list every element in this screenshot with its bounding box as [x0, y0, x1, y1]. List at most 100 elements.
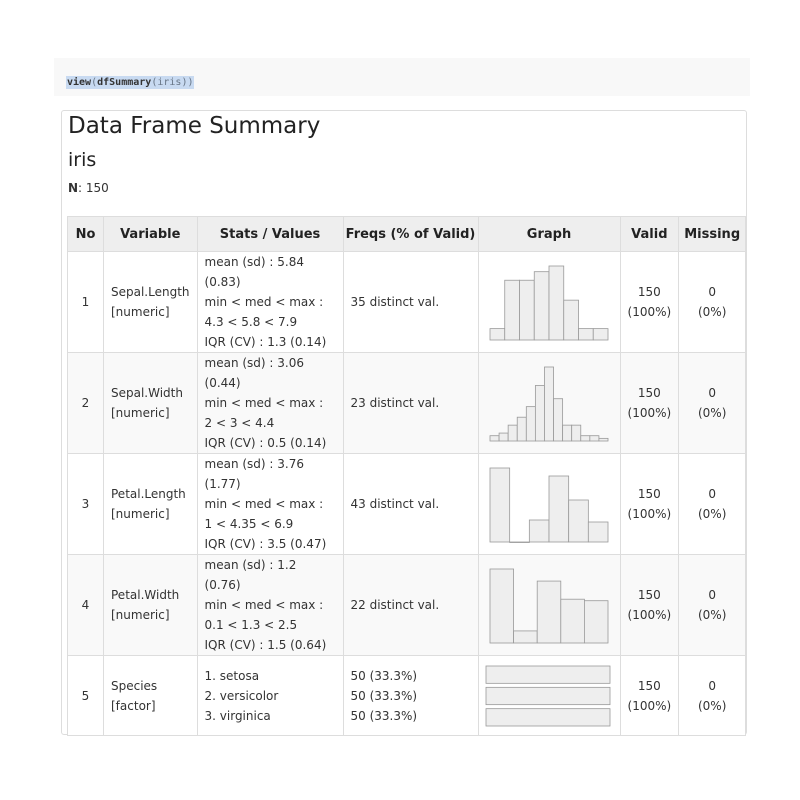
missing-count: 0 — [708, 386, 716, 400]
freq-line: 23 distinct val. — [350, 396, 440, 410]
missing-cell: 0 (0%) — [678, 251, 747, 353]
row-number: 3 — [67, 453, 104, 555]
variable-type: [factor] — [111, 698, 156, 713]
valid-percent: (100%) — [627, 608, 672, 622]
valid-count: 150 — [637, 386, 661, 400]
row-number: 4 — [67, 554, 104, 656]
stat-line: IQR (CV) : 3.5 (0.47) — [204, 537, 327, 551]
table-row: 1 Sepal.Length [numeric] mean (sd) : 5.8… — [67, 251, 747, 353]
variable-cell: Sepal.Width [numeric] — [103, 352, 198, 454]
category-bar — [485, 686, 611, 705]
stat-line: min < med < max : — [204, 497, 324, 511]
n-label: N — [68, 181, 79, 195]
missing-cell: 0 (0%) — [678, 655, 747, 736]
freqs-cell: 43 distinct val. — [342, 453, 479, 555]
valid-cell: 150 (100%) — [619, 352, 680, 454]
histogram-chart — [489, 467, 609, 543]
missing-percent: (0%) — [697, 507, 727, 521]
table-row: 4 Petal.Width [numeric] mean (sd) : 1.2 … — [67, 554, 747, 656]
header-freqs: Freqs (% of Valid) — [342, 216, 479, 252]
histogram-bar — [525, 406, 536, 442]
code-paren: )) — [181, 77, 194, 88]
histogram-bar — [580, 435, 591, 442]
histogram-bar — [534, 385, 545, 442]
histogram-bar — [509, 541, 530, 543]
stat-line: IQR (CV) : 0.5 (0.14) — [204, 436, 327, 450]
variable-type: [numeric] — [111, 305, 170, 319]
stat-line: IQR (CV) : 1.5 (0.64) — [204, 638, 327, 652]
valid-percent: (100%) — [627, 698, 672, 713]
stat-line: 2 < 3 < 4.4 — [204, 416, 275, 430]
n-line: N: 150 — [68, 181, 109, 195]
histogram-bar — [592, 328, 609, 341]
header-row: No Variable Stats / Values Freqs (% of V… — [67, 216, 747, 252]
histogram-bar — [533, 271, 550, 341]
freqs-cell: 23 distinct val. — [342, 352, 479, 454]
histogram-bar — [578, 328, 594, 341]
stats-cell: mean (sd) : 5.84 (0.83) min < med < max … — [196, 251, 344, 353]
stat-line: mean (sd) : 3.76 (1.77) — [204, 457, 304, 491]
histogram-chart — [489, 265, 609, 341]
summary-table: No Variable Stats / Values Freqs (% of V… — [67, 216, 747, 736]
missing-count: 0 — [708, 588, 716, 602]
row-number: 2 — [67, 352, 104, 454]
histogram-bar — [536, 580, 562, 644]
histogram-bar — [489, 467, 511, 543]
row-number: 5 — [67, 655, 104, 736]
variable-name: Petal.Width — [111, 588, 180, 602]
stats-cell: mean (sd) : 3.06 (0.44) min < med < max … — [196, 352, 344, 454]
stat-line: mean (sd) : 1.2 (0.76) — [204, 558, 297, 592]
n-value: : 150 — [78, 181, 109, 195]
stat-line: min < med < max : — [204, 295, 324, 309]
variable-name: Petal.Length — [111, 487, 186, 501]
missing-count: 0 — [708, 487, 716, 501]
missing-percent: (0%) — [697, 406, 727, 420]
histogram-bar — [563, 299, 579, 341]
table-row: 3 Petal.Length [numeric] mean (sd) : 3.7… — [67, 453, 747, 555]
graph-cell — [477, 655, 621, 736]
valid-percent: (100%) — [627, 406, 672, 420]
variable-cell: Petal.Width [numeric] — [103, 554, 198, 656]
histogram-bar — [519, 279, 535, 341]
freq-line: 50 (33.3%) — [350, 688, 418, 703]
histogram-bar — [568, 499, 589, 543]
valid-percent: (100%) — [627, 507, 672, 521]
header-missing: Missing — [678, 216, 747, 252]
valid-count: 150 — [637, 285, 661, 299]
graph-cell — [477, 453, 621, 555]
header-stats: Stats / Values — [196, 216, 344, 252]
graph-cell — [477, 251, 621, 353]
summary-title: Data Frame Summary — [68, 113, 321, 139]
histogram-bar — [489, 568, 515, 644]
freq-line: 35 distinct val. — [350, 295, 440, 309]
header-no: No — [67, 216, 104, 252]
histogram-bar — [498, 432, 509, 442]
stat-line: min < med < max : — [204, 396, 324, 410]
stat-line: 0.1 < 1.3 < 2.5 — [204, 618, 298, 632]
histogram-bar — [489, 328, 506, 341]
category-line: 1. setosa — [204, 668, 260, 683]
category-bar — [485, 665, 611, 684]
category-line: 2. versicolor — [204, 688, 279, 703]
variable-cell: Sepal.Length [numeric] — [103, 251, 198, 353]
category-bar — [485, 707, 611, 726]
valid-count: 150 — [637, 678, 661, 693]
histogram-bar — [562, 424, 573, 442]
code-argument: iris — [157, 77, 182, 88]
valid-cell: 150 (100%) — [619, 554, 680, 656]
category-line: 3. virginica — [204, 708, 271, 723]
histogram-bar — [528, 519, 550, 543]
table-row: 5 Species [factor] 1. setosa 2. versicol… — [67, 655, 747, 736]
header-graph: Graph — [477, 216, 621, 252]
histogram-bar — [553, 398, 564, 442]
histogram-bar — [560, 598, 585, 644]
stat-line: mean (sd) : 5.84 (0.83) — [204, 255, 304, 289]
freq-line: 43 distinct val. — [350, 497, 440, 511]
missing-count: 0 — [708, 285, 716, 299]
freqs-cell: 35 distinct val. — [342, 251, 479, 353]
histogram-bar — [571, 424, 582, 442]
graph-cell — [477, 554, 621, 656]
bar-chart — [485, 665, 611, 726]
histogram-bar — [504, 279, 520, 341]
stat-line: IQR (CV) : 1.3 (0.14) — [204, 335, 327, 349]
